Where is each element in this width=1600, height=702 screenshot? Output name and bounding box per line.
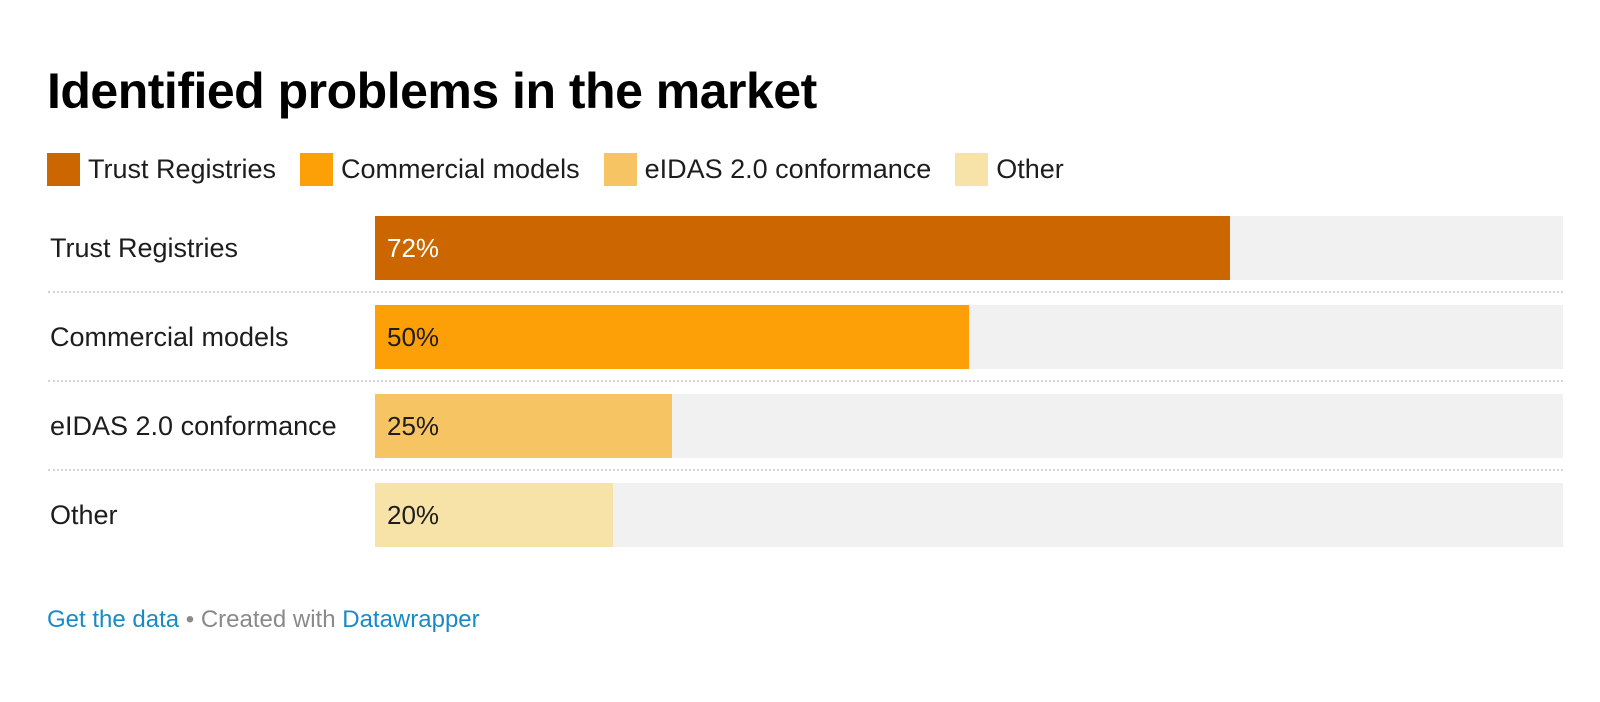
legend-item-other: Other (955, 152, 1064, 186)
footer-separator: • Created with (179, 606, 343, 633)
legend-label: Trust Registries (88, 153, 277, 184)
bar: 25% (375, 394, 672, 458)
legend-swatch (603, 152, 637, 186)
row-separator (48, 469, 1563, 471)
bar-row: Other 20% (48, 483, 1563, 547)
legend-swatch (955, 152, 989, 186)
bar-value-label: 72% (387, 233, 440, 263)
bar-value-label: 25% (387, 411, 440, 441)
bar-track: 72% (375, 216, 1563, 280)
footer: Get the data • Created with Datawrapper (47, 606, 480, 634)
bar-row: eIDAS 2.0 conformance 25% (48, 394, 1563, 458)
legend-item-commercial-models: Commercial models (300, 152, 580, 186)
bar-row: Trust Registries 72% (48, 216, 1563, 280)
bar-value-label: 20% (387, 500, 440, 530)
get-the-data-link[interactable]: Get the data (47, 606, 180, 633)
chart-title: Identified problems in the market (47, 63, 817, 119)
bar-row: Commercial models 50% (48, 305, 1563, 369)
legend: Trust Registries Commercial models eIDAS… (47, 152, 1088, 186)
legend-swatch (47, 152, 80, 186)
legend-item-trust-registries: Trust Registries (47, 152, 277, 186)
bar: 20% (375, 483, 613, 547)
legend-label: Other (996, 153, 1064, 184)
category-label: eIDAS 2.0 conformance (50, 411, 337, 441)
row-separator (48, 380, 1563, 382)
row-separator (48, 291, 1563, 293)
category-label: Commercial models (50, 322, 289, 352)
bar-track: 50% (375, 305, 1563, 369)
legend-swatch (300, 152, 334, 186)
datawrapper-link[interactable]: Datawrapper (342, 606, 480, 633)
legend-item-eidas-conformance: eIDAS 2.0 conformance (603, 152, 932, 186)
bar-track: 20% (375, 483, 1563, 547)
bar: 72% (375, 216, 1231, 280)
legend-label: eIDAS 2.0 conformance (644, 153, 932, 184)
category-label: Other (50, 500, 118, 530)
bar: 50% (375, 305, 969, 369)
category-label: Trust Registries (50, 233, 239, 263)
legend-label: Commercial models (341, 153, 580, 184)
bar-value-label: 50% (387, 322, 440, 352)
bar-track: 25% (375, 394, 1563, 458)
